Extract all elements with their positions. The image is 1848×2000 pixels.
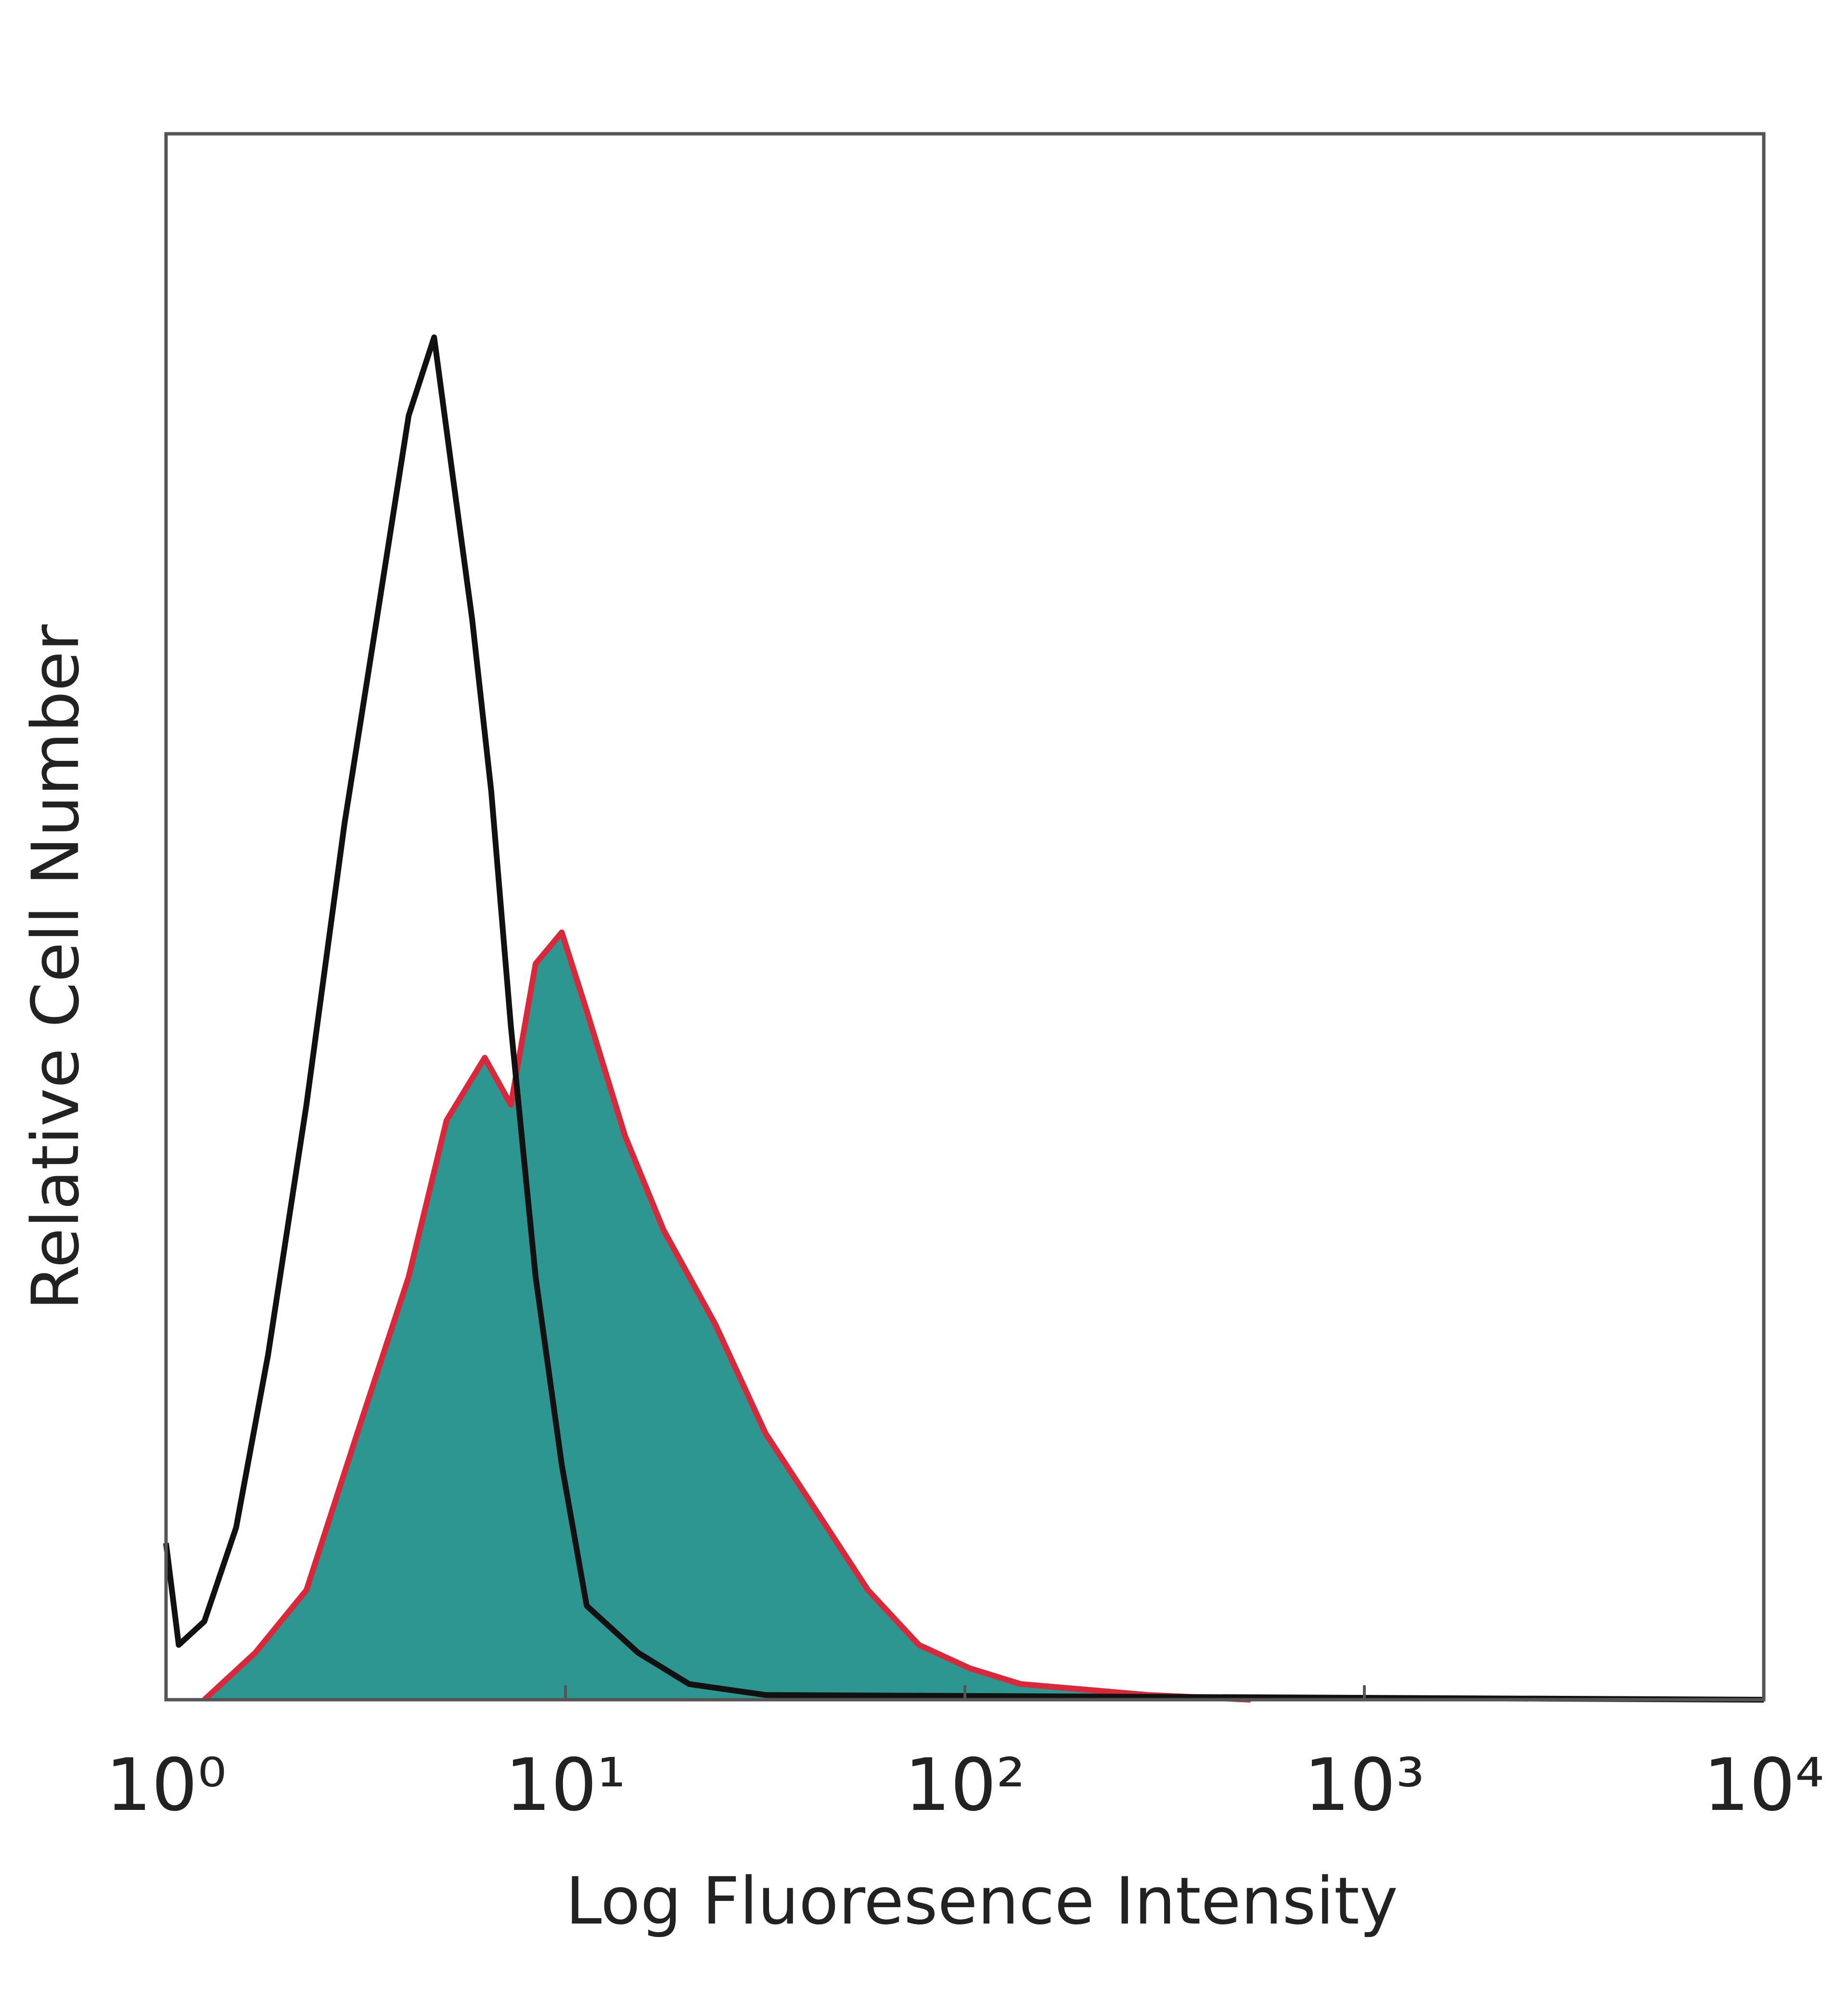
x-tick-label: 10¹ — [505, 1744, 626, 1827]
histogram-area — [204, 932, 1251, 1700]
histogram-line — [163, 334, 1764, 1703]
x-tick-label: 10⁴ — [1703, 1744, 1824, 1827]
histogram-line — [202, 929, 1251, 1703]
x-tick-label: 10² — [904, 1744, 1025, 1827]
x-axis-label: Log Fluoresence Intensity — [565, 1863, 1398, 1939]
y-axis-label: Relative Cell Number — [18, 624, 93, 1310]
x-tick-label: 10³ — [1304, 1744, 1424, 1827]
x-tick-label: 10⁰ — [105, 1744, 226, 1827]
